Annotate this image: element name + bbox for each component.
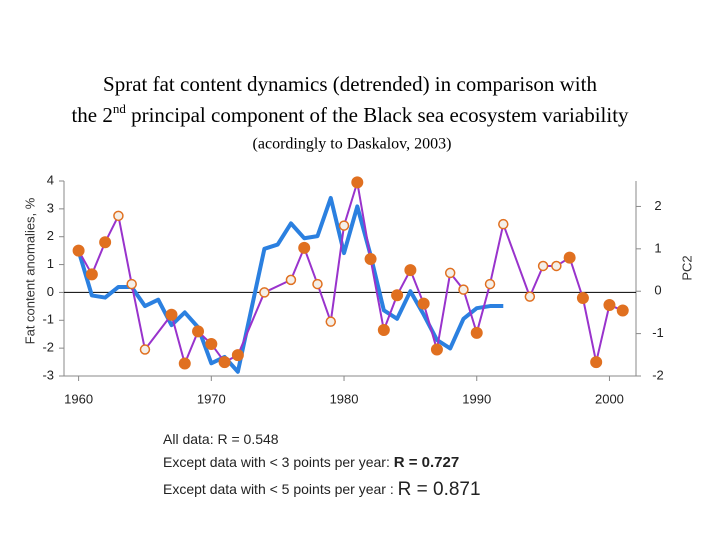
marker-hollow bbox=[524, 291, 536, 302]
marker-filled bbox=[298, 241, 311, 254]
annotation-emphasis: R = 0.727 bbox=[394, 454, 459, 471]
x-tick-label: 1990 bbox=[462, 391, 491, 406]
marker-filled bbox=[576, 292, 589, 304]
marker-filled bbox=[430, 343, 443, 356]
marker-hollow bbox=[259, 287, 270, 298]
y2-tick-label: 1 bbox=[654, 240, 661, 255]
series-line bbox=[77, 181, 624, 365]
chart-title: Sprat fat content dynamics (detrended) i… bbox=[103, 72, 597, 96]
marker-filled bbox=[377, 324, 390, 337]
marker-filled bbox=[590, 356, 603, 369]
annotation: All data: R = 0.548 bbox=[163, 431, 279, 447]
marker-filled bbox=[231, 349, 244, 362]
marker-hollow bbox=[551, 260, 562, 272]
annotation: Except data with < 3 points per year: R … bbox=[163, 454, 459, 471]
marker-filled bbox=[563, 251, 576, 264]
y-tick-label: 1 bbox=[47, 256, 54, 271]
y2-axis-label: PC2 bbox=[679, 255, 694, 280]
marker-hollow bbox=[484, 278, 496, 290]
marker-filled bbox=[85, 268, 98, 281]
marker-hollow bbox=[312, 278, 323, 290]
marker-hollow bbox=[325, 316, 337, 327]
marker-filled bbox=[470, 326, 483, 339]
chart-subtitle: (acordingly to Daskalov, 2003) bbox=[253, 136, 452, 153]
marker-filled bbox=[99, 236, 112, 249]
marker-filled bbox=[218, 356, 231, 369]
y2-tick-label: -1 bbox=[652, 325, 664, 340]
marker-filled bbox=[404, 264, 417, 277]
y-tick-label: 2 bbox=[47, 228, 54, 243]
annotation-text: All data: R = 0.548 bbox=[163, 431, 279, 447]
marker-filled bbox=[351, 176, 364, 189]
y-tick-label: -2 bbox=[42, 340, 54, 355]
marker-hollow bbox=[338, 220, 350, 231]
y-axis-label: Fat content anomalies, % bbox=[22, 197, 37, 344]
y-tick-label: -1 bbox=[42, 312, 54, 327]
y-tick-label: -3 bbox=[42, 367, 54, 382]
marker-hollow bbox=[285, 274, 297, 286]
marker-filled bbox=[417, 297, 430, 310]
y-tick-label: 0 bbox=[47, 284, 54, 299]
title-part: the 2 bbox=[71, 103, 112, 127]
marker-hollow bbox=[458, 284, 469, 295]
marker-filled bbox=[72, 244, 85, 257]
marker-filled bbox=[391, 289, 404, 302]
annotation-text: Except data with < 3 points per year: bbox=[163, 454, 394, 470]
y-tick-label: 4 bbox=[47, 172, 54, 187]
y2-tick-label: 0 bbox=[654, 283, 661, 298]
marker-filled bbox=[165, 308, 178, 321]
title-part: principal component of the Black sea eco… bbox=[126, 103, 629, 127]
x-tick-label: 1960 bbox=[64, 391, 93, 406]
x-tick-label: 2000 bbox=[595, 391, 624, 406]
marker-hollow bbox=[537, 260, 549, 272]
x-tick-label: 1980 bbox=[330, 391, 359, 406]
marker-filled bbox=[205, 337, 218, 350]
annotation-emphasis: R = 0.871 bbox=[398, 479, 481, 500]
marker-filled bbox=[364, 253, 377, 265]
annotation-text: Except data with < 5 points per year : bbox=[163, 481, 398, 497]
y2-tick-label: 2 bbox=[654, 198, 661, 213]
marker-hollow bbox=[126, 278, 137, 290]
chart-title: the 2nd principal component of the Black… bbox=[71, 101, 629, 127]
title-superscript: nd bbox=[113, 101, 127, 116]
marker-filled bbox=[192, 325, 205, 338]
marker-hollow bbox=[444, 267, 456, 279]
marker-filled bbox=[603, 298, 616, 311]
marker-filled bbox=[616, 304, 629, 317]
x-tick-label: 1970 bbox=[197, 391, 226, 406]
marker-filled bbox=[178, 357, 191, 370]
marker-hollow bbox=[113, 210, 124, 222]
y2-tick-label: -2 bbox=[652, 367, 664, 382]
annotation: Except data with < 5 points per year : R… bbox=[163, 479, 481, 500]
marker-hollow bbox=[139, 344, 151, 355]
marker-hollow bbox=[498, 218, 509, 230]
y-tick-label: 3 bbox=[47, 200, 54, 215]
